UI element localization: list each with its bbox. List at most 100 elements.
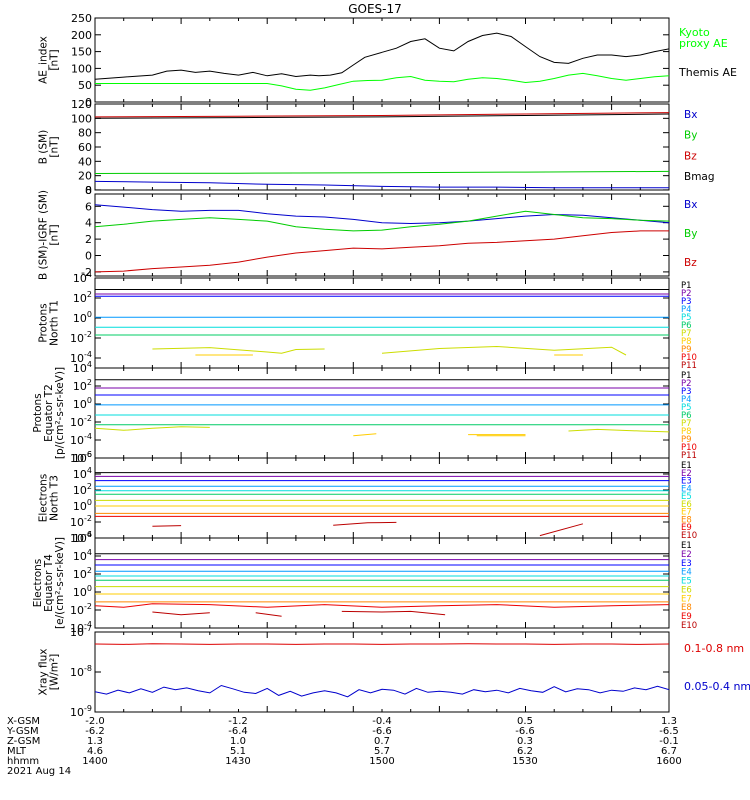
series-line bbox=[95, 112, 669, 118]
y-axis-label: Protons bbox=[38, 303, 50, 342]
legend-entry: P4 bbox=[681, 395, 692, 405]
legend-entry: By bbox=[684, 228, 697, 240]
footer-value: 4.6 bbox=[87, 746, 103, 757]
y-axis-label: [p/(cm²-s-sr-keV)] bbox=[54, 367, 66, 459]
y-tick-exponent: 6 bbox=[87, 450, 92, 459]
footer-value: -6.5 bbox=[659, 726, 679, 737]
footer-value: 6.2 bbox=[517, 746, 533, 757]
legend-entry: P7 bbox=[681, 329, 692, 339]
legend-entry: E10 bbox=[681, 621, 697, 631]
footer-value: 0.5 bbox=[517, 716, 533, 727]
y-tick-label: 250 bbox=[71, 12, 92, 25]
series-line bbox=[95, 204, 669, 225]
y-tick-exponent: -4 bbox=[84, 530, 92, 539]
legend-entry: proxy AE bbox=[679, 37, 728, 50]
footer-row-label: Y-GSM bbox=[6, 726, 39, 737]
legend-entry: E3 bbox=[681, 477, 692, 487]
y-tick-label: 102 bbox=[73, 566, 92, 581]
y-tick-label: 2 bbox=[85, 233, 92, 246]
legend-entry: E6 bbox=[681, 500, 692, 510]
y-tick-label: 0 bbox=[85, 184, 92, 197]
y-axis-label: North T1 bbox=[49, 300, 61, 346]
y-axis-label: North T3 bbox=[49, 475, 61, 521]
y-axis-label: AE_index bbox=[38, 36, 50, 84]
series-line bbox=[95, 426, 210, 431]
y-tick-label: 102 bbox=[73, 290, 92, 305]
legend-entry: P10 bbox=[681, 443, 697, 453]
y-tick-exponent: -2 bbox=[84, 330, 92, 339]
footer-value: 1.0 bbox=[230, 736, 246, 747]
legend-entry: 0.05-0.4 nm bbox=[684, 680, 750, 693]
y-tick-label: 104 bbox=[73, 270, 92, 285]
panel-frame bbox=[94, 193, 670, 277]
legend-entry: P3 bbox=[681, 387, 692, 397]
y-tick-label: 10-2 bbox=[70, 514, 92, 529]
y-tick-exponent: -8 bbox=[84, 664, 92, 673]
y-tick-label: 106 bbox=[73, 530, 92, 545]
footer-value: 5.7 bbox=[374, 746, 390, 757]
legend-entry: E1 bbox=[681, 541, 692, 551]
y-tick-exponent: 2 bbox=[87, 378, 92, 387]
y-tick-label: 150 bbox=[71, 46, 92, 59]
legend-entry: Bmag bbox=[684, 171, 715, 183]
y-axis-label: Xray flux bbox=[38, 649, 50, 696]
legend-entry: P5 bbox=[681, 403, 692, 413]
y-tick-label: 102 bbox=[73, 482, 92, 497]
legend-entry: E7 bbox=[681, 508, 692, 518]
y-tick-label: 20 bbox=[78, 170, 92, 183]
footer-value: 5.1 bbox=[230, 746, 246, 757]
y-tick-label: 104 bbox=[73, 548, 92, 563]
y-tick-label: 10-4 bbox=[70, 432, 92, 447]
series-line bbox=[95, 170, 669, 174]
legend-entry: E2 bbox=[681, 550, 692, 560]
y-tick-label: 100 bbox=[71, 112, 92, 125]
ephemeris-footer: X-GSM -2.0 -1.2 -0.4 0.5 1.3 Y-GSM -6.2 -6.4 -6.6… bbox=[6, 716, 682, 777]
legend-entry: P9 bbox=[681, 345, 692, 355]
footer-value: 0.7 bbox=[374, 736, 390, 747]
y-tick-label: 104 bbox=[73, 360, 92, 375]
footer-value: 1600 bbox=[656, 756, 681, 767]
y-tick-label: 80 bbox=[78, 127, 92, 140]
y-tick-label: 10-7 bbox=[70, 624, 92, 639]
footer-value: 1400 bbox=[82, 756, 107, 767]
series-line bbox=[95, 603, 669, 608]
y-tick-label: 0 bbox=[85, 250, 92, 263]
y-tick-label: 100 bbox=[73, 310, 92, 325]
series-line bbox=[255, 612, 282, 617]
legend-entry: E8 bbox=[681, 603, 692, 613]
series-line bbox=[381, 345, 627, 356]
series-line bbox=[95, 32, 669, 80]
legend-entry: E9 bbox=[681, 612, 692, 622]
plot-title: GOES-17 bbox=[348, 2, 402, 16]
series-line bbox=[95, 684, 669, 698]
y-tick-exponent: 2 bbox=[87, 290, 92, 299]
y-tick-exponent: 4 bbox=[87, 548, 92, 557]
legend-entry: 0.1-0.8 nm bbox=[684, 642, 744, 655]
legend-entry: P11 bbox=[681, 451, 697, 461]
legend-entry: E5 bbox=[681, 492, 692, 502]
series-line bbox=[95, 72, 669, 91]
y-axis-label: Electrons bbox=[38, 474, 50, 523]
legend-entry: P1 bbox=[681, 371, 692, 381]
legend-entry: E5 bbox=[681, 577, 692, 587]
y-tick-label: 60 bbox=[78, 141, 92, 154]
legend-entry: Bx bbox=[684, 109, 697, 121]
y-axis-label: Protons bbox=[32, 393, 44, 432]
y-tick-exponent: 0 bbox=[87, 498, 92, 507]
y-tick-label: 100 bbox=[73, 498, 92, 513]
panel-frame bbox=[94, 367, 670, 459]
legend-entry: E7 bbox=[681, 594, 692, 604]
footer-value: -6.6 bbox=[515, 726, 535, 737]
series-line bbox=[333, 521, 397, 526]
y-tick-exponent: -6 bbox=[84, 450, 92, 459]
y-tick-label: 4 bbox=[85, 217, 92, 230]
series-line bbox=[539, 523, 584, 537]
footer-value: 1430 bbox=[225, 756, 250, 767]
series-line bbox=[95, 210, 669, 232]
y-axis-label: [e/(cm²-s-sr-keV)] bbox=[54, 537, 66, 629]
y-tick-label: 10-2 bbox=[70, 330, 92, 345]
y-tick-exponent: 4 bbox=[87, 360, 92, 369]
